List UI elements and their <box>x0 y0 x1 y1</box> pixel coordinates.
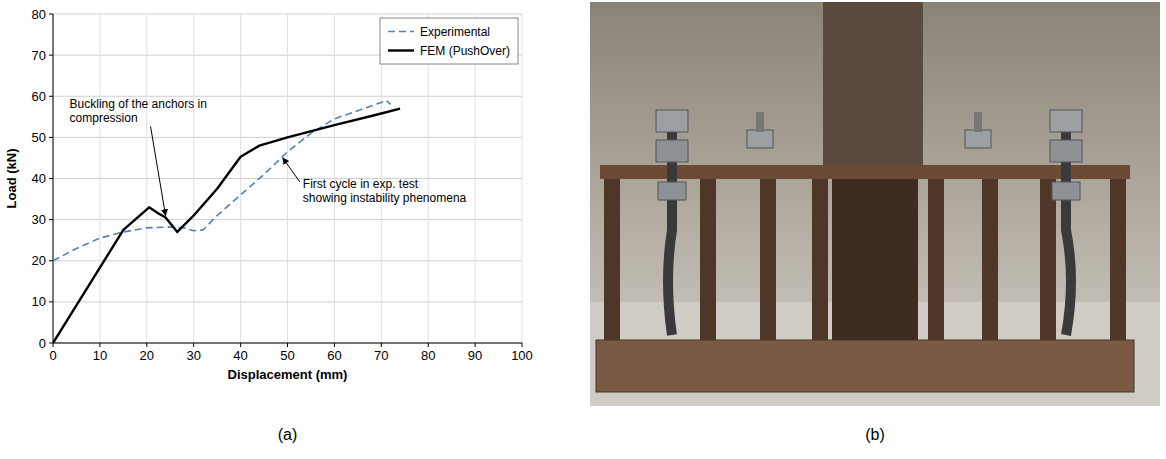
tick-label: 40 <box>233 348 247 363</box>
grid-line <box>240 14 241 343</box>
tick-label: 0 <box>39 336 46 351</box>
legend-label: Experimental <box>420 25 490 39</box>
tick <box>193 343 194 347</box>
tick-label: 80 <box>421 348 435 363</box>
tick <box>49 260 53 261</box>
tick <box>99 343 100 347</box>
tick-label: 0 <box>49 348 56 363</box>
tick-label: 50 <box>32 130 46 145</box>
tick-label: 20 <box>32 253 46 268</box>
tick-label: 80 <box>32 7 46 22</box>
rod <box>756 112 764 132</box>
legend-label: FEM (PushOver) <box>420 44 510 58</box>
tick-label: 90 <box>468 348 482 363</box>
ticks: 0 10 20 30 40 50 60 70 80 0 10 20 30 40 50 60 70 80 90 100 <box>32 7 533 364</box>
panel-label: (a) <box>278 426 298 443</box>
legend-swatch <box>388 49 414 51</box>
rod <box>974 112 982 132</box>
grid-line <box>522 14 523 343</box>
tick <box>49 343 53 344</box>
tick <box>428 343 429 347</box>
tick <box>240 343 241 347</box>
nut <box>1052 182 1080 200</box>
tick-label: 50 <box>280 348 294 363</box>
nut <box>1050 110 1082 132</box>
tick-label: 30 <box>32 212 46 227</box>
stiffener <box>760 179 776 340</box>
tick-label: 20 <box>140 348 154 363</box>
stiffener <box>700 179 716 340</box>
tick <box>49 301 53 302</box>
tick-label: 70 <box>374 348 388 363</box>
nut <box>656 140 688 162</box>
stiffener <box>1110 179 1126 340</box>
tick-label: 100 <box>511 348 533 363</box>
tick <box>49 219 53 220</box>
nut <box>656 110 688 132</box>
figure: 0 10 20 30 40 50 60 70 80 0 10 20 30 40 50 60 70 80 90 100 D… <box>0 0 1166 459</box>
top-plate <box>600 165 1130 179</box>
legend: Experimental FEM (PushOver) <box>380 18 518 64</box>
series-line <box>53 109 400 343</box>
tick-label: 10 <box>93 348 107 363</box>
tick <box>49 55 53 56</box>
annotations: Buckling of the anchors incompression Fir… <box>70 97 467 216</box>
grid-line <box>146 14 147 343</box>
panel-label: (b) <box>865 426 885 443</box>
tick-label: 60 <box>32 89 46 104</box>
tick-label: 30 <box>186 348 200 363</box>
tick <box>522 343 523 347</box>
annotation-text: First cycle in exp. test <box>303 177 419 191</box>
tick-label: 60 <box>327 348 341 363</box>
photo <box>590 2 1160 406</box>
photo-background <box>590 2 1160 406</box>
tick <box>381 343 382 347</box>
tick <box>49 178 53 179</box>
grid-line <box>193 14 194 343</box>
nut <box>1050 140 1082 162</box>
tick <box>334 343 335 347</box>
tick <box>287 343 288 347</box>
tick-label: 70 <box>32 48 46 63</box>
tick <box>475 343 476 347</box>
nut <box>658 182 686 200</box>
annotation-text: Buckling of the anchors in <box>70 97 207 111</box>
nut <box>747 130 773 148</box>
stiffener <box>928 179 944 340</box>
tick <box>146 343 147 347</box>
nut <box>965 130 991 148</box>
grid-line <box>99 14 100 343</box>
tick-label: 40 <box>32 171 46 186</box>
annotation-arrow <box>283 158 300 182</box>
x-axis-title: Displacement (mm) <box>228 367 348 382</box>
grid <box>53 14 522 343</box>
tick <box>49 14 53 15</box>
column <box>823 2 923 172</box>
stiffener <box>1040 179 1056 340</box>
annotation-text: showing instability phenomena <box>303 191 467 205</box>
y-axis-title: Load (kN) <box>4 149 19 209</box>
grid-line <box>287 14 288 343</box>
column-web <box>832 179 918 340</box>
tick <box>49 137 53 138</box>
stiffener <box>604 179 620 340</box>
tick <box>53 343 54 347</box>
legend-box <box>380 18 518 64</box>
base-plate <box>596 340 1134 392</box>
annotation-arrow <box>151 127 166 216</box>
tick <box>49 96 53 97</box>
stiffener <box>982 179 998 340</box>
annotation-text: compression <box>70 111 138 125</box>
legend-swatch <box>388 31 414 33</box>
tick-label: 10 <box>32 294 46 309</box>
plot-area <box>53 100 400 343</box>
stiffener <box>812 179 828 340</box>
